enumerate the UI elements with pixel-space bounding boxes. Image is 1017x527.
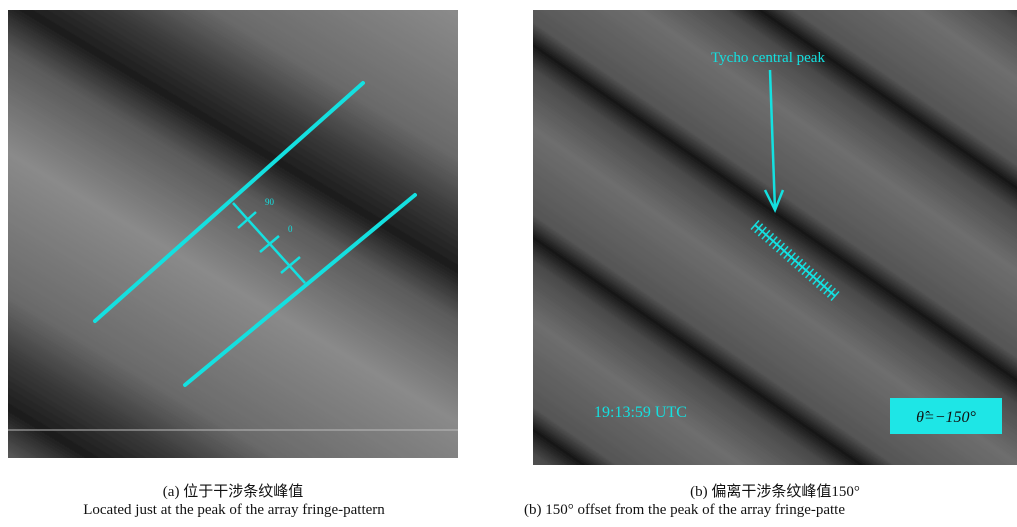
panel-b: Tycho central peak 19:13:59 UTC θ̂=−150° <box>533 10 1017 465</box>
caption-en: (b) 150° offset from the peak of the arr… <box>524 502 845 519</box>
annotation: θ̂=−150° <box>916 409 976 426</box>
caption-en: Located just at the peak of the array fr… <box>4 502 464 519</box>
caption-zh: (a) 位于干涉条纹峰值 <box>8 480 458 501</box>
panel-a: 90 0 <box>8 10 458 458</box>
annotation: 0 <box>288 224 293 234</box>
image-b <box>533 10 1017 465</box>
image-a <box>8 10 458 458</box>
annotation: Tycho central peak <box>711 50 825 66</box>
figure: 90 0 Tycho central peak 19:13:59 UTC θ̂=… <box>0 0 1017 470</box>
caption-zh: (b) 偏离干涉条纹峰值150° <box>533 480 1017 501</box>
annotation: 19:13:59 UTC <box>594 404 687 421</box>
page: {"panels": [ {"annotations": ["90", "0"]… <box>0 0 1017 527</box>
annotation: 90 <box>265 197 275 207</box>
